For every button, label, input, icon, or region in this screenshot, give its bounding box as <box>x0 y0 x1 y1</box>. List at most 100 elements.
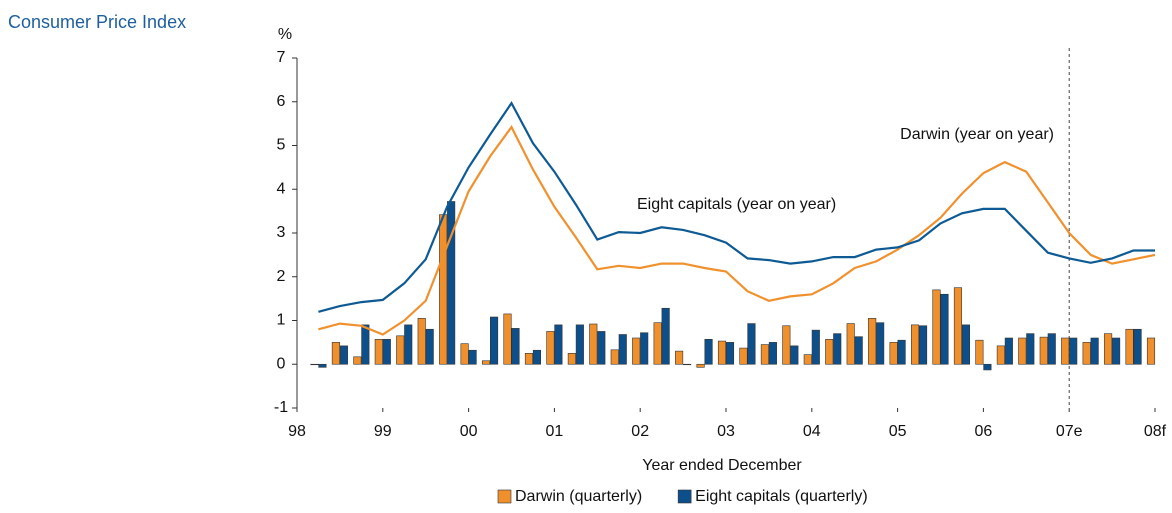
bar <box>439 214 448 365</box>
legend-label: Eight capitals (quarterly) <box>695 488 868 505</box>
bar <box>1125 328 1134 365</box>
bar <box>597 331 606 365</box>
bar <box>417 318 426 365</box>
bar <box>661 307 670 365</box>
line-annotation: Eight capitals (year on year) <box>637 196 836 213</box>
bar <box>704 339 713 365</box>
x-tick-label: 00 <box>460 423 478 440</box>
y-tick-label: 5 <box>277 137 286 154</box>
bar <box>825 339 834 365</box>
bar <box>717 340 727 365</box>
bar <box>961 324 971 365</box>
bar <box>1104 333 1113 365</box>
bar <box>468 349 477 365</box>
x-tick-label: 03 <box>717 423 735 440</box>
bar <box>876 322 885 365</box>
bar <box>589 323 598 365</box>
bar <box>1146 337 1156 365</box>
y-tick-label: 4 <box>277 180 286 197</box>
bar <box>1061 337 1070 365</box>
bar <box>382 339 391 365</box>
bar <box>610 349 619 365</box>
y-tick-label: 7 <box>277 49 286 66</box>
bar <box>833 333 842 365</box>
bar <box>1047 333 1056 365</box>
line <box>318 125 1156 336</box>
bar <box>696 363 705 368</box>
bar <box>396 335 405 365</box>
bar <box>618 334 627 365</box>
bar <box>1018 337 1027 365</box>
bar <box>1112 337 1121 365</box>
legend-swatch <box>677 489 692 504</box>
bar <box>1039 336 1048 365</box>
bar <box>481 360 491 365</box>
bar <box>1069 337 1078 365</box>
bar <box>803 354 812 365</box>
bar <box>975 339 984 365</box>
bar <box>897 339 906 365</box>
bar <box>404 324 413 365</box>
bar <box>983 363 992 371</box>
bar <box>632 337 641 365</box>
x-tick-label: 99 <box>374 423 392 440</box>
bar <box>640 332 649 365</box>
chart-title: Consumer Price Index <box>8 12 186 32</box>
bar <box>790 345 799 365</box>
bar <box>489 316 499 365</box>
x-tick-label: 05 <box>889 423 907 440</box>
bar <box>846 323 855 365</box>
bar <box>953 287 963 365</box>
bar <box>1133 328 1142 365</box>
bar <box>910 324 920 365</box>
x-tick-label: 08f <box>1144 423 1167 440</box>
line-annotation: Darwin (year on year) <box>900 126 1054 143</box>
bar <box>1004 337 1013 365</box>
x-tick-label: 04 <box>803 423 821 440</box>
x-tick-label: 02 <box>631 423 649 440</box>
bar <box>310 363 319 366</box>
bar <box>653 322 662 365</box>
bar <box>683 363 692 366</box>
y-tick-label: 3 <box>277 224 286 241</box>
bar <box>854 336 863 365</box>
line <box>318 100 1155 313</box>
x-tick-label: 01 <box>546 423 564 440</box>
bar <box>546 331 555 365</box>
bar <box>554 324 563 365</box>
bar <box>331 342 340 365</box>
bar <box>940 293 949 365</box>
bar <box>318 363 327 368</box>
bar <box>511 328 520 365</box>
bar <box>747 323 756 365</box>
bar <box>361 324 370 365</box>
y-tick-label: 0 <box>277 355 286 372</box>
bar <box>1090 337 1099 365</box>
y-tick-label: 2 <box>277 268 286 285</box>
bar <box>675 350 684 365</box>
bar <box>760 344 769 365</box>
bar <box>532 349 542 365</box>
legend-label: Darwin (quarterly) <box>515 488 642 505</box>
bar <box>524 353 534 365</box>
y-tick-label: 6 <box>277 93 286 110</box>
bar <box>868 318 877 365</box>
bar <box>889 342 898 365</box>
bar <box>782 325 791 365</box>
bar <box>503 313 512 365</box>
bar <box>447 201 456 365</box>
y-tick-label: 1 <box>277 312 286 329</box>
bar <box>1082 342 1091 365</box>
legend-swatch <box>497 489 512 504</box>
y-tick-label: -1 <box>274 399 288 416</box>
bar <box>425 328 434 365</box>
bar <box>567 353 576 365</box>
bar <box>374 339 383 365</box>
bar <box>811 329 820 365</box>
bar <box>932 289 941 365</box>
y-unit: % <box>278 26 292 43</box>
bar <box>768 342 777 365</box>
bar <box>725 342 735 365</box>
bar <box>739 347 748 365</box>
